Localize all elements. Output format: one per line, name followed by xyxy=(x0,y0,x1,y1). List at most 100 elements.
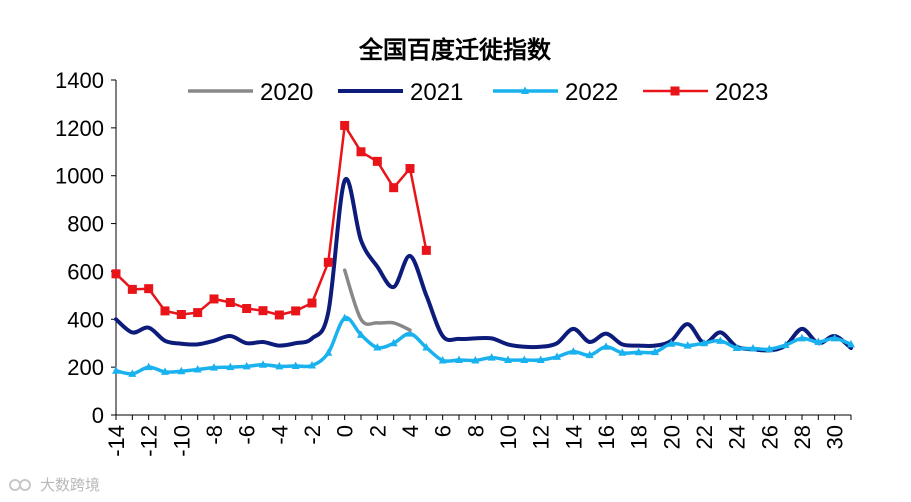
legend-label-2020: 2020 xyxy=(260,79,313,106)
point-2022 xyxy=(275,361,284,370)
legend-label-2022: 2022 xyxy=(565,79,618,106)
series-line-2020 xyxy=(342,268,412,332)
x-tick-label: 2 xyxy=(365,425,390,437)
point-2023 xyxy=(323,257,333,267)
point-2022 xyxy=(814,337,823,346)
x-tick-label: 10 xyxy=(496,425,521,449)
point-2022 xyxy=(389,338,398,347)
y-tick-label: 0 xyxy=(92,403,104,428)
point-2023 xyxy=(209,294,219,304)
x-tick-label: 6 xyxy=(431,425,456,437)
point-2022 xyxy=(438,355,447,364)
point-2022 xyxy=(259,360,267,368)
x-tick-label: 22 xyxy=(692,425,717,449)
legend-item-2023: 2023 xyxy=(643,79,768,106)
point-2022 xyxy=(357,330,365,338)
legend-marker-2023 xyxy=(670,86,680,96)
point-2022 xyxy=(683,341,692,349)
x-tick-label: 16 xyxy=(594,425,619,449)
point-2022 xyxy=(487,353,496,361)
point-2022 xyxy=(667,339,676,347)
x-tick-label: 26 xyxy=(757,425,782,449)
x-tick-label: -6 xyxy=(235,425,260,445)
point-2022 xyxy=(308,360,316,369)
point-2022 xyxy=(112,366,120,374)
point-2023 xyxy=(372,156,382,166)
chart-title: 全国百度迁徙指数 xyxy=(358,35,552,64)
point-2022 xyxy=(847,339,855,348)
point-2022 xyxy=(585,350,594,359)
point-2023 xyxy=(144,284,154,294)
point-2023 xyxy=(258,306,268,316)
series-2020 xyxy=(342,268,412,332)
legend-item-2021: 2021 xyxy=(338,79,463,106)
series-2023 xyxy=(111,120,431,320)
point-2022 xyxy=(781,340,790,349)
y-tick-label: 1000 xyxy=(55,164,104,189)
point-2022 xyxy=(161,367,169,375)
x-tick-label: 4 xyxy=(398,425,423,437)
y-tick-label: 800 xyxy=(67,212,104,237)
point-2022 xyxy=(765,344,774,353)
x-tick-label: 24 xyxy=(725,425,750,449)
point-2023 xyxy=(356,147,366,157)
x-tick-label: 18 xyxy=(627,425,652,449)
point-2022 xyxy=(324,348,333,356)
point-2023 xyxy=(405,164,415,174)
point-2022 xyxy=(749,343,757,352)
point-2023 xyxy=(176,310,186,319)
y-tick-label: 1400 xyxy=(55,68,104,93)
point-2022 xyxy=(340,313,349,322)
point-2022 xyxy=(569,347,578,355)
legend: 2020 2021 2022 2023 xyxy=(188,79,768,106)
point-2022 xyxy=(700,338,708,347)
point-2023 xyxy=(127,284,137,294)
point-2022 xyxy=(618,348,627,356)
point-2022 xyxy=(651,347,659,356)
series-line-2023 xyxy=(115,124,428,317)
point-2022 xyxy=(732,343,741,351)
point-2022 xyxy=(128,369,137,377)
point-2023 xyxy=(225,298,235,308)
point-2023 xyxy=(421,245,431,255)
x-tick-label: 0 xyxy=(333,425,358,437)
point-2023 xyxy=(242,304,252,314)
x-tick-label: 20 xyxy=(659,425,684,449)
series-line-2022 xyxy=(114,316,853,376)
watermark-text: 大数跨境 xyxy=(40,476,101,494)
point-2022 xyxy=(716,336,725,344)
point-2022 xyxy=(830,333,839,342)
point-2022 xyxy=(798,333,806,342)
x-tick-label: -12 xyxy=(137,425,162,457)
point-2023 xyxy=(111,269,121,279)
series-line-2021 xyxy=(114,176,853,353)
legend-marker-2022 xyxy=(521,86,529,94)
y-tick-label: 200 xyxy=(67,355,104,380)
legend-label-2023: 2023 xyxy=(715,79,768,106)
x-tick-label: -8 xyxy=(202,425,227,445)
y-tick-label: 1200 xyxy=(55,116,104,141)
point-2022 xyxy=(177,366,186,375)
watermark: 大数跨境 xyxy=(8,474,100,495)
x-tick-label: 12 xyxy=(529,425,554,449)
point-2023 xyxy=(389,183,399,193)
point-2023 xyxy=(274,310,284,320)
watermark-logo-icon xyxy=(9,478,31,491)
point-2023 xyxy=(291,306,301,316)
x-tick-label: 14 xyxy=(561,425,586,449)
point-2022 xyxy=(291,361,300,369)
point-2022 xyxy=(536,355,545,363)
y-tick-label: 600 xyxy=(67,259,104,284)
point-2022 xyxy=(406,329,414,337)
x-tick-label: -10 xyxy=(169,425,194,457)
legend-item-2022: 2022 xyxy=(493,79,618,106)
point-2023 xyxy=(193,308,203,318)
point-2023 xyxy=(160,306,170,316)
point-2022 xyxy=(455,355,463,363)
x-tick-label: 8 xyxy=(463,425,488,437)
plot-area xyxy=(111,120,855,377)
point-2022 xyxy=(210,363,218,371)
point-2023 xyxy=(307,298,317,308)
